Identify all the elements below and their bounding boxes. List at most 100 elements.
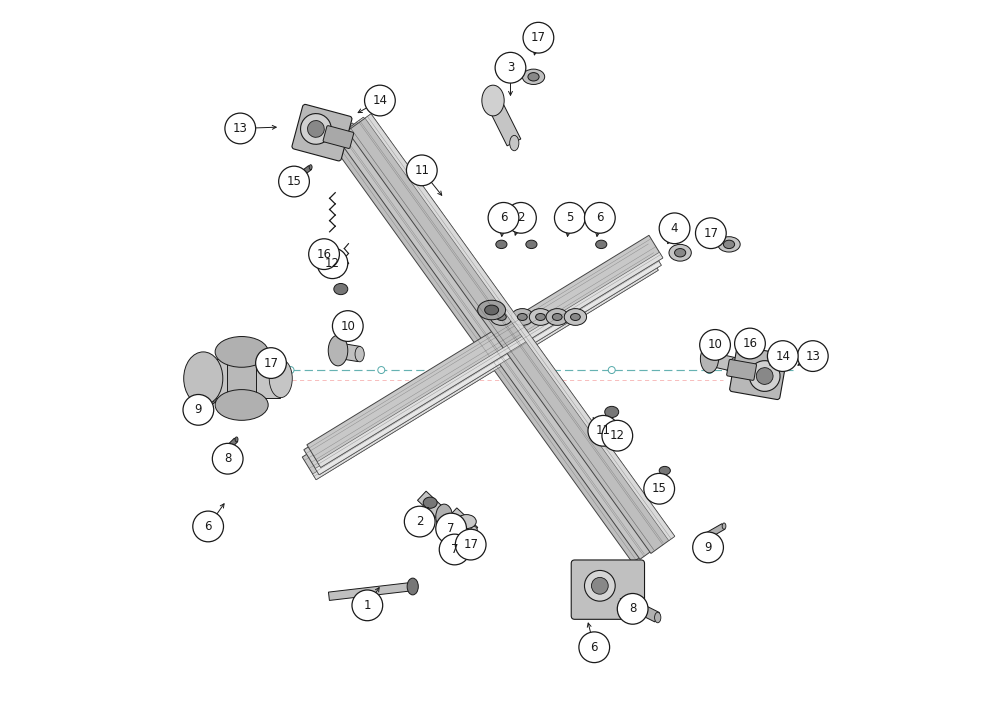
Text: 5: 5 — [566, 211, 574, 224]
Polygon shape — [708, 352, 735, 372]
Polygon shape — [315, 259, 661, 475]
Ellipse shape — [269, 359, 292, 397]
FancyBboxPatch shape — [292, 104, 352, 161]
Ellipse shape — [669, 245, 691, 261]
Text: 14: 14 — [372, 94, 387, 107]
Polygon shape — [225, 438, 238, 451]
Circle shape — [693, 532, 723, 563]
Ellipse shape — [212, 396, 216, 402]
Ellipse shape — [215, 336, 268, 367]
Circle shape — [301, 114, 331, 144]
Ellipse shape — [718, 237, 740, 252]
Circle shape — [602, 421, 633, 451]
Ellipse shape — [221, 445, 232, 454]
Circle shape — [584, 203, 615, 233]
Circle shape — [212, 443, 243, 474]
Circle shape — [378, 367, 385, 374]
Circle shape — [495, 53, 526, 83]
Ellipse shape — [235, 437, 238, 442]
Ellipse shape — [659, 466, 670, 475]
Text: 15: 15 — [652, 482, 667, 495]
Polygon shape — [347, 123, 656, 550]
Ellipse shape — [485, 305, 499, 315]
Ellipse shape — [700, 345, 719, 373]
Ellipse shape — [470, 526, 478, 539]
Ellipse shape — [571, 313, 580, 320]
Ellipse shape — [723, 240, 735, 249]
Ellipse shape — [309, 165, 312, 170]
Circle shape — [579, 632, 610, 662]
Text: 7: 7 — [451, 543, 458, 556]
Text: 16: 16 — [317, 247, 332, 261]
Ellipse shape — [441, 511, 448, 524]
Circle shape — [225, 113, 256, 144]
Text: 4: 4 — [671, 222, 678, 235]
Circle shape — [797, 341, 828, 372]
Circle shape — [608, 367, 615, 374]
Circle shape — [506, 203, 536, 233]
Ellipse shape — [184, 352, 223, 405]
Ellipse shape — [522, 69, 545, 85]
Polygon shape — [192, 397, 216, 417]
Ellipse shape — [546, 308, 568, 325]
Circle shape — [591, 578, 608, 594]
Circle shape — [256, 348, 286, 379]
Text: 2: 2 — [416, 515, 423, 528]
Ellipse shape — [482, 86, 504, 116]
Text: 9: 9 — [195, 403, 202, 416]
Polygon shape — [203, 359, 280, 397]
Ellipse shape — [411, 583, 416, 591]
Circle shape — [588, 416, 619, 446]
Circle shape — [352, 590, 383, 620]
Ellipse shape — [436, 504, 453, 529]
Ellipse shape — [490, 308, 513, 325]
Circle shape — [659, 213, 690, 244]
Circle shape — [584, 571, 615, 601]
Ellipse shape — [552, 313, 562, 320]
Polygon shape — [336, 117, 667, 559]
FancyBboxPatch shape — [323, 125, 354, 149]
Text: 16: 16 — [742, 337, 757, 350]
Text: 6: 6 — [591, 641, 598, 654]
Polygon shape — [328, 583, 413, 601]
Ellipse shape — [496, 240, 507, 249]
Circle shape — [309, 239, 339, 269]
Polygon shape — [486, 97, 521, 146]
Circle shape — [193, 511, 224, 542]
Circle shape — [700, 329, 730, 360]
Circle shape — [183, 395, 214, 426]
Text: 13: 13 — [233, 122, 248, 135]
Ellipse shape — [730, 358, 739, 372]
Polygon shape — [418, 491, 448, 522]
Ellipse shape — [528, 73, 539, 81]
Text: 17: 17 — [703, 226, 718, 240]
Circle shape — [523, 22, 554, 53]
Circle shape — [735, 328, 765, 359]
Ellipse shape — [511, 308, 534, 325]
Ellipse shape — [407, 578, 418, 595]
Ellipse shape — [605, 407, 619, 418]
Ellipse shape — [722, 523, 726, 529]
Circle shape — [439, 534, 470, 565]
FancyBboxPatch shape — [730, 346, 787, 400]
Text: 14: 14 — [775, 350, 790, 362]
Ellipse shape — [355, 346, 364, 362]
Polygon shape — [329, 123, 656, 563]
Text: 15: 15 — [287, 175, 301, 188]
Circle shape — [436, 513, 466, 544]
Ellipse shape — [478, 300, 506, 320]
Circle shape — [749, 360, 780, 391]
Ellipse shape — [596, 240, 607, 249]
Text: 11: 11 — [414, 164, 429, 177]
Polygon shape — [300, 165, 312, 177]
Polygon shape — [702, 524, 725, 540]
Text: 12: 12 — [325, 257, 340, 270]
FancyBboxPatch shape — [571, 560, 645, 619]
Text: 9: 9 — [704, 541, 712, 554]
Polygon shape — [347, 114, 675, 554]
Text: 12: 12 — [610, 429, 625, 442]
FancyBboxPatch shape — [727, 360, 756, 381]
Circle shape — [756, 367, 773, 384]
Ellipse shape — [510, 135, 519, 151]
Polygon shape — [627, 599, 659, 622]
